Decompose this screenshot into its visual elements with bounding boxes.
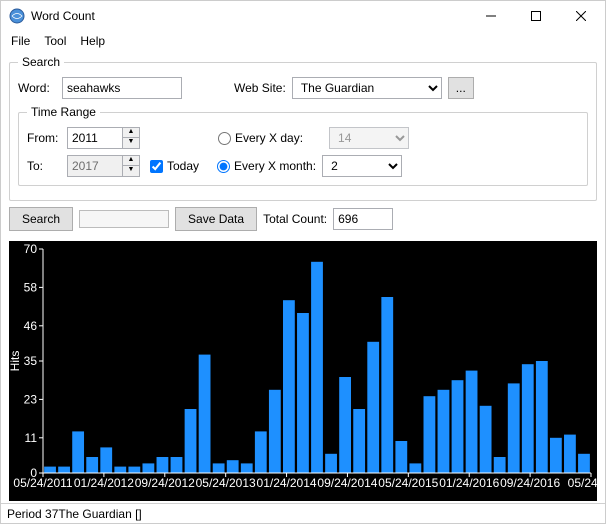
website-label: Web Site: [234, 81, 286, 95]
status-text: Period 37The Guardian [] [7, 507, 142, 521]
svg-text:46: 46 [24, 319, 38, 333]
total-count-label: Total Count: [263, 212, 327, 226]
to-down-icon: ▼ [123, 166, 139, 176]
svg-text:09/24/2014: 09/24/2014 [317, 476, 377, 490]
chart: 011233546587005/24/201101/24/201209/24/2… [9, 241, 597, 501]
progress-bar [79, 210, 169, 228]
timerange-legend: Time Range [27, 105, 100, 119]
website-more-button[interactable]: ... [448, 77, 474, 99]
svg-text:58: 58 [24, 280, 38, 294]
search-group: Search Word: Web Site: The Guardian ... … [9, 55, 597, 201]
every-day-label: Every X day: [235, 131, 303, 145]
svg-text:01/24/2014: 01/24/2014 [257, 476, 317, 490]
every-month-radio[interactable] [217, 160, 230, 173]
menu-file[interactable]: File [5, 32, 36, 50]
every-month-select[interactable]: 2 [322, 155, 402, 177]
svg-text:11: 11 [25, 431, 38, 445]
svg-text:05/24/2013: 05/24/2013 [196, 476, 256, 490]
svg-text:09/24/2016: 09/24/2016 [500, 476, 560, 490]
to-up-icon: ▲ [123, 156, 139, 166]
svg-text:05/24/20: 05/24/20 [568, 476, 597, 490]
app-icon [9, 8, 25, 24]
svg-text:05/24/2011: 05/24/2011 [13, 476, 72, 490]
to-input [67, 155, 122, 177]
menu-tool[interactable]: Tool [38, 32, 72, 50]
svg-text:09/24/2012: 09/24/2012 [135, 476, 195, 490]
from-down-icon[interactable]: ▼ [123, 138, 139, 148]
to-spinner: ▲▼ [67, 155, 140, 177]
close-button[interactable] [558, 1, 603, 31]
menubar: File Tool Help [1, 31, 605, 51]
action-row: Search Save Data Total Count: 696 [9, 207, 597, 237]
chart-svg: 011233546587005/24/201101/24/201209/24/2… [9, 241, 597, 501]
minimize-button[interactable] [468, 1, 513, 31]
timerange-group: Time Range From: ▲▼ Every X day: 14 To: [18, 105, 588, 186]
every-day-select: 14 [329, 127, 409, 149]
svg-text:23: 23 [24, 392, 38, 406]
today-checkbox[interactable] [150, 160, 163, 173]
today-label: Today [167, 159, 199, 173]
website-select[interactable]: The Guardian [292, 77, 442, 99]
svg-text:70: 70 [24, 242, 38, 256]
word-input[interactable] [62, 77, 182, 99]
search-legend: Search [18, 55, 64, 69]
every-month-label: Every X month: [234, 159, 316, 173]
total-count-value: 696 [333, 208, 393, 230]
svg-text:35: 35 [24, 354, 38, 368]
menu-help[interactable]: Help [74, 32, 111, 50]
statusbar: Period 37The Guardian [] [1, 503, 605, 523]
svg-text:05/24/2015: 05/24/2015 [378, 476, 438, 490]
search-button[interactable]: Search [9, 207, 73, 231]
from-label: From: [27, 131, 61, 145]
word-label: Word: [18, 81, 56, 95]
every-day-radio[interactable] [218, 132, 231, 145]
svg-text:01/24/2012: 01/24/2012 [74, 476, 134, 490]
window-title: Word Count [31, 9, 468, 23]
svg-text:01/24/2016: 01/24/2016 [439, 476, 499, 490]
titlebar: Word Count [1, 1, 605, 31]
from-input[interactable] [67, 127, 122, 149]
maximize-button[interactable] [513, 1, 558, 31]
save-data-button[interactable]: Save Data [175, 207, 257, 231]
form-area: Search Word: Web Site: The Guardian ... … [1, 51, 605, 241]
from-up-icon[interactable]: ▲ [123, 128, 139, 138]
from-spinner[interactable]: ▲▼ [67, 127, 140, 149]
svg-text:Hits: Hits [9, 351, 22, 372]
to-label: To: [27, 159, 61, 173]
